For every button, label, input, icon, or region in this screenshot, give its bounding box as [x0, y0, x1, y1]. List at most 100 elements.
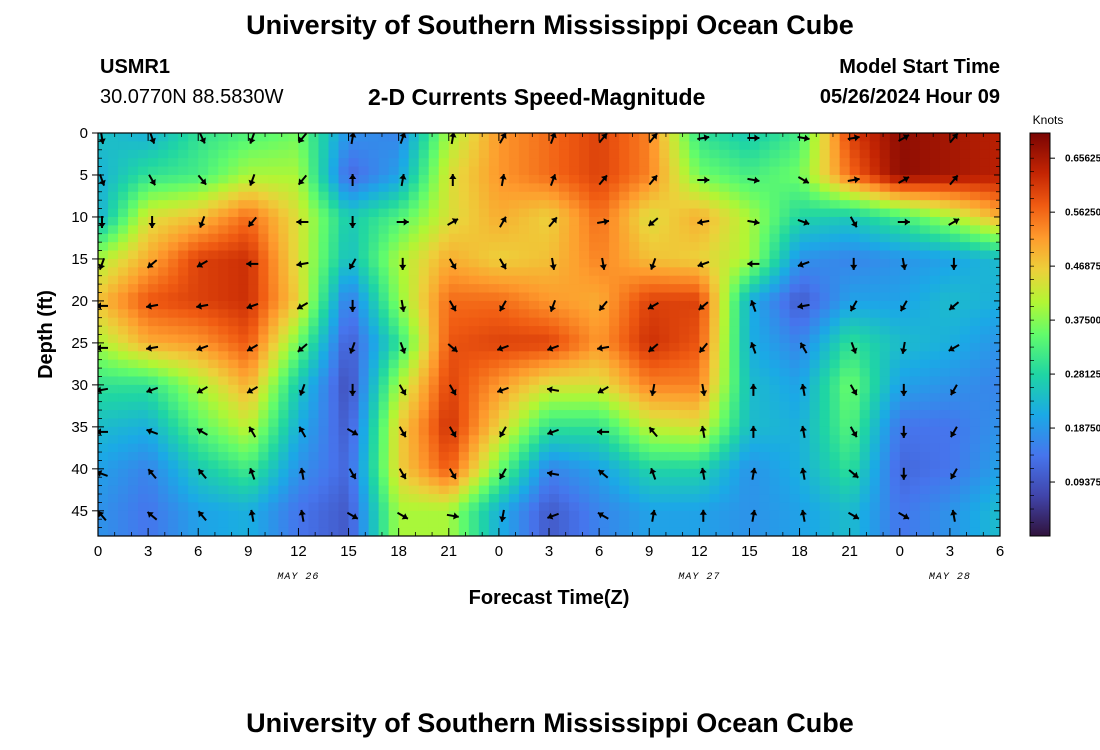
heat-cell: [949, 166, 961, 176]
heat-cell: [569, 468, 580, 478]
arrow-head: [146, 386, 153, 394]
heat-cell: [779, 300, 791, 310]
heat-cell: [689, 300, 700, 310]
arrow-head: [499, 174, 507, 180]
heat-cell: [478, 519, 490, 529]
heat-cell: [629, 233, 640, 243]
heat-cell: [388, 233, 400, 243]
heat-cell: [248, 250, 259, 260]
heat-cell: [318, 300, 330, 310]
arrow-head: [1001, 133, 1007, 139]
heat-cell: [669, 460, 680, 470]
heat-cell: [829, 326, 841, 336]
heat-cell: [168, 401, 179, 411]
heat-cell: [629, 250, 640, 260]
heat-cell: [729, 519, 741, 529]
heat-cell: [388, 326, 400, 336]
heat-cell: [428, 141, 440, 151]
arrow-head: [403, 218, 409, 226]
heat-cell: [268, 225, 279, 235]
heat-cell: [909, 418, 921, 428]
current-arrow: [496, 386, 509, 394]
heat-cell: [919, 250, 931, 260]
heat-cell: [98, 284, 109, 294]
heat-cell: [158, 359, 169, 369]
heat-cell: [979, 519, 991, 529]
heat-cell: [879, 326, 891, 336]
arrow-head: [248, 179, 256, 186]
heat-cell: [198, 284, 209, 294]
heat-cell: [699, 384, 710, 394]
heat-cell: [809, 292, 821, 302]
heat-cell: [939, 216, 951, 226]
heat-cell: [308, 410, 320, 420]
heat-cell: [879, 300, 891, 310]
heat-cell: [488, 468, 500, 478]
heat-cell: [228, 141, 239, 151]
heat-cell: [488, 174, 500, 184]
heat-cell: [689, 527, 700, 536]
heat-cell: [128, 275, 139, 285]
arrow-head: [148, 223, 156, 228]
heat-cell: [639, 435, 650, 445]
arrow-head: [453, 512, 459, 520]
heat-cell: [158, 166, 169, 176]
heat-cell: [729, 426, 741, 436]
heat-cell: [138, 258, 149, 268]
heat-cell: [368, 393, 380, 403]
heat-cell: [238, 410, 249, 420]
heat-cell: [518, 141, 530, 151]
heat-cell: [208, 133, 219, 142]
heat-cell: [979, 149, 991, 159]
heat-cell: [348, 452, 360, 462]
heat-cell: [949, 275, 961, 285]
arrow-shaft: [1001, 133, 1007, 143]
heat-cell: [268, 418, 279, 428]
heat-cell: [498, 258, 510, 268]
heat-cell: [258, 141, 269, 151]
heat-cell: [118, 141, 129, 151]
heat-cell: [458, 485, 470, 495]
heat-cell: [258, 309, 269, 319]
heat-cell: [208, 309, 219, 319]
heat-cell: [158, 376, 169, 386]
heat-cell: [769, 418, 781, 428]
heat-cell: [689, 426, 700, 436]
heat-cell: [328, 292, 340, 302]
heat-cell: [368, 267, 380, 277]
heat-cell: [889, 141, 901, 151]
heat-cell: [208, 292, 219, 302]
heat-cell: [438, 410, 450, 420]
heat-cell: [498, 368, 510, 378]
heat-cell: [869, 510, 881, 520]
heat-cell: [438, 183, 450, 193]
current-arrow: [146, 302, 159, 310]
heat-cell: [398, 149, 410, 159]
heat-cell: [989, 158, 1000, 168]
heat-cell: [508, 183, 520, 193]
heat-cell: [248, 368, 259, 378]
heat-cell: [759, 351, 771, 361]
heat-cell: [799, 443, 811, 453]
heat-cell: [749, 326, 761, 336]
heat-cell: [478, 502, 490, 512]
heat-cell: [398, 326, 410, 336]
heat-cell: [158, 410, 169, 420]
heat-cell: [899, 477, 911, 487]
heat-cell: [528, 494, 540, 504]
heat-cell: [118, 494, 129, 504]
heat-cell: [118, 410, 129, 420]
heat-cell: [338, 477, 350, 487]
heat-cell: [168, 326, 179, 336]
heat-cell: [408, 133, 420, 142]
heat-cell: [108, 426, 119, 436]
heat-cell: [378, 267, 390, 277]
heat-cell: [198, 216, 209, 226]
heat-cell: [148, 527, 159, 536]
heat-cell: [749, 401, 761, 411]
heat-cell: [749, 300, 761, 310]
heat-cell: [969, 174, 981, 184]
heat-cell: [288, 368, 300, 378]
heat-cell: [879, 359, 891, 369]
heat-cell: [478, 133, 490, 142]
